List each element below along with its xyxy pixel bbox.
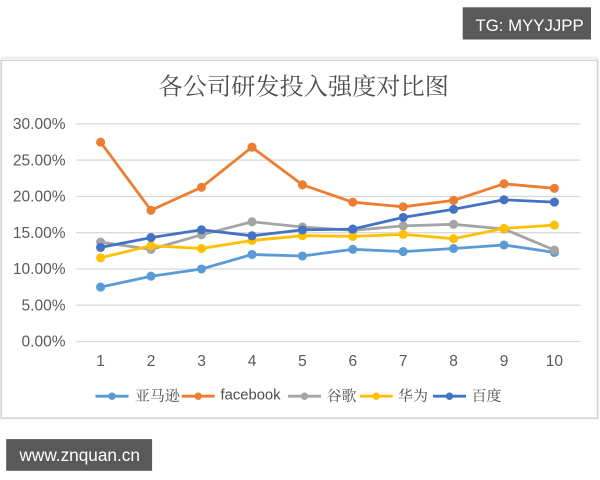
svg-text:5.00%: 5.00% (22, 297, 66, 314)
svg-text:15.00%: 15.00% (13, 225, 66, 242)
svg-text:30.00%: 30.00% (13, 116, 66, 133)
svg-text:0.00%: 0.00% (22, 334, 66, 351)
svg-text:4: 4 (248, 353, 257, 370)
svg-text:2: 2 (147, 353, 156, 370)
svg-text:3: 3 (197, 353, 206, 370)
svg-text:8: 8 (449, 353, 458, 370)
svg-text:www.znquan.cn: www.znquan.cn (19, 445, 140, 465)
svg-text:1: 1 (96, 353, 105, 370)
svg-text:10: 10 (546, 353, 564, 370)
svg-text:10.00%: 10.00% (13, 261, 66, 278)
svg-text:6: 6 (348, 353, 357, 370)
svg-text:20.00%: 20.00% (13, 189, 66, 206)
svg-text:9: 9 (500, 353, 509, 370)
svg-text:25.00%: 25.00% (13, 152, 66, 169)
svg-text:7: 7 (399, 353, 408, 370)
svg-text:facebook: facebook (221, 388, 282, 404)
svg-text:5: 5 (298, 353, 307, 370)
svg-text:TG: MYYJJPP: TG: MYYJJPP (476, 16, 584, 35)
